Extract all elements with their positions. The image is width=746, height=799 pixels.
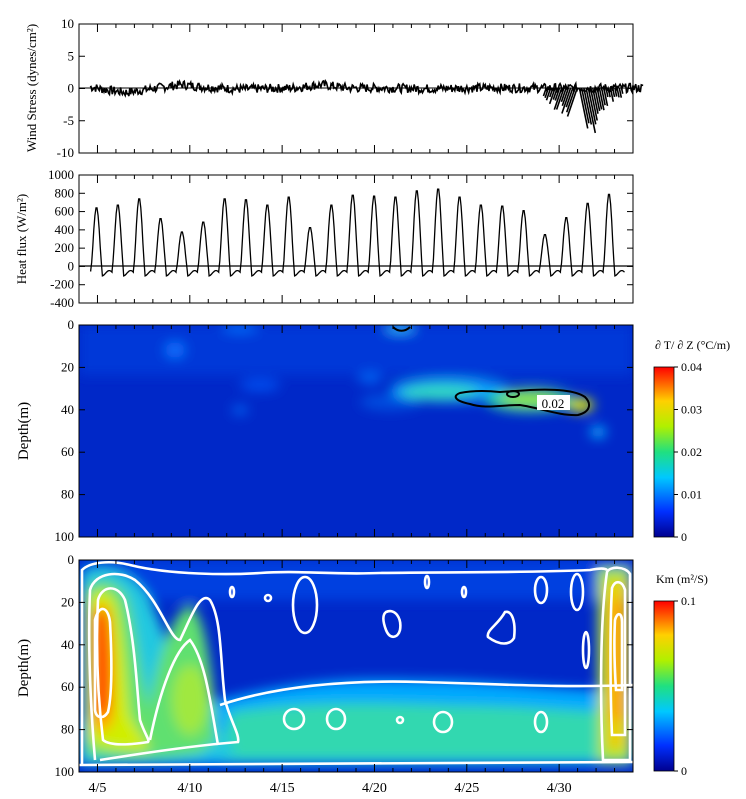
wind-y-label: Wind Stress (dynes/cm²): [24, 24, 39, 152]
x-tick-label: 4/15: [270, 781, 295, 796]
colorbar-tick-label: 0.03: [681, 403, 702, 417]
x-tick-label: 4/30: [547, 781, 572, 796]
colorbar-tick-label: 0: [681, 530, 687, 544]
x-axis-ticks: 4/5 4/10 4/15 4/20 4/25 4/30: [78, 24, 634, 796]
wind-stress-series: [89, 78, 644, 134]
wind-y-tick-label: 10: [61, 16, 74, 31]
km-y-tick-label: 60: [61, 679, 74, 694]
heat-y-tick-label: -200: [50, 277, 74, 292]
wind-y-tick-label: -10: [57, 145, 74, 160]
colorbar-tick-label: 0: [681, 764, 687, 778]
km-colorbar-title: Km (m²/S): [656, 572, 708, 586]
x-tick-label: 4/5: [89, 781, 107, 796]
heat-y-ticks: 1000 800 600 400 200 0 -200 -400: [48, 167, 633, 310]
km-y-tick-label: 40: [61, 637, 74, 652]
km-y-tick-label: 100: [55, 764, 75, 779]
x-tick-label: 4/10: [177, 781, 202, 796]
dtdz-y-tick-label: 100: [55, 529, 75, 544]
km-y-tick-label: 0: [68, 552, 75, 567]
dtdz-colorbar: [653, 366, 675, 538]
wind-y-tick-label: -5: [63, 113, 74, 128]
km-y-ticks: 0 20 40 60 80 100: [55, 552, 633, 779]
wind-y-tick-label: 5: [68, 48, 75, 63]
heat-y-label: Heat flux (W/m²): [14, 194, 29, 285]
km-y-label: Depth(m): [16, 639, 32, 697]
heat-y-tick-label: 200: [55, 240, 75, 255]
km-colorbar: [653, 600, 675, 772]
heat-y-tick-label: 0: [68, 258, 75, 273]
dtdz-y-tick-label: 40: [61, 402, 74, 417]
wind-y-ticks: 10 5 0 -5 -10: [57, 16, 633, 160]
contour-label-002: 0.02: [542, 396, 565, 411]
dtdz-y-tick-label: 80: [61, 487, 74, 502]
km-y-tick-label: 20: [61, 594, 74, 609]
heat-y-tick-label: 800: [55, 185, 75, 200]
heat-y-tick-label: 600: [55, 204, 75, 219]
heat-flux-series: [89, 188, 625, 277]
colorbar-tick-label: 0.1: [681, 594, 696, 608]
x-tick-label: 4/20: [362, 781, 387, 796]
dtdz-y-ticks: 0 20 40 60 80 100: [55, 317, 633, 544]
colorbar-tick-label: 0.04: [681, 360, 702, 374]
dtdz-y-tick-label: 60: [61, 444, 74, 459]
dtdz-colorbar-title: ∂ T/ ∂ Z (°C/m): [655, 338, 730, 352]
km-colorbar-ticks: 0.10: [674, 594, 696, 778]
dtdz-y-tick-label: 0: [68, 317, 75, 332]
km-y-tick-label: 80: [61, 722, 74, 737]
heat-flux-panel: 1000 800 600 400 200 0 -200 -400 Heat flux (W/m…: [14, 167, 634, 310]
heat-y-tick-label: 1000: [48, 167, 74, 182]
wind-y-tick-label: 0: [68, 81, 75, 96]
heat-y-tick-label: -400: [50, 295, 74, 310]
wind-stress-panel: 10 5 0 -5 -10 Wind Stress (dynes/cm²): [24, 16, 644, 160]
dtdz-y-label: Depth(m): [16, 402, 32, 460]
colorbar-tick-label: 0.01: [681, 488, 702, 502]
x-tick-label: 4/25: [454, 781, 479, 796]
km-contours: [79, 560, 633, 767]
heat-y-tick-label: 400: [55, 222, 75, 237]
colorbar-tick-label: 0.02: [681, 445, 702, 459]
dtdz-y-tick-label: 20: [61, 359, 74, 374]
dtdz-colorbar-ticks: 0.04 0.03 0.02 0.01 0: [674, 360, 702, 544]
